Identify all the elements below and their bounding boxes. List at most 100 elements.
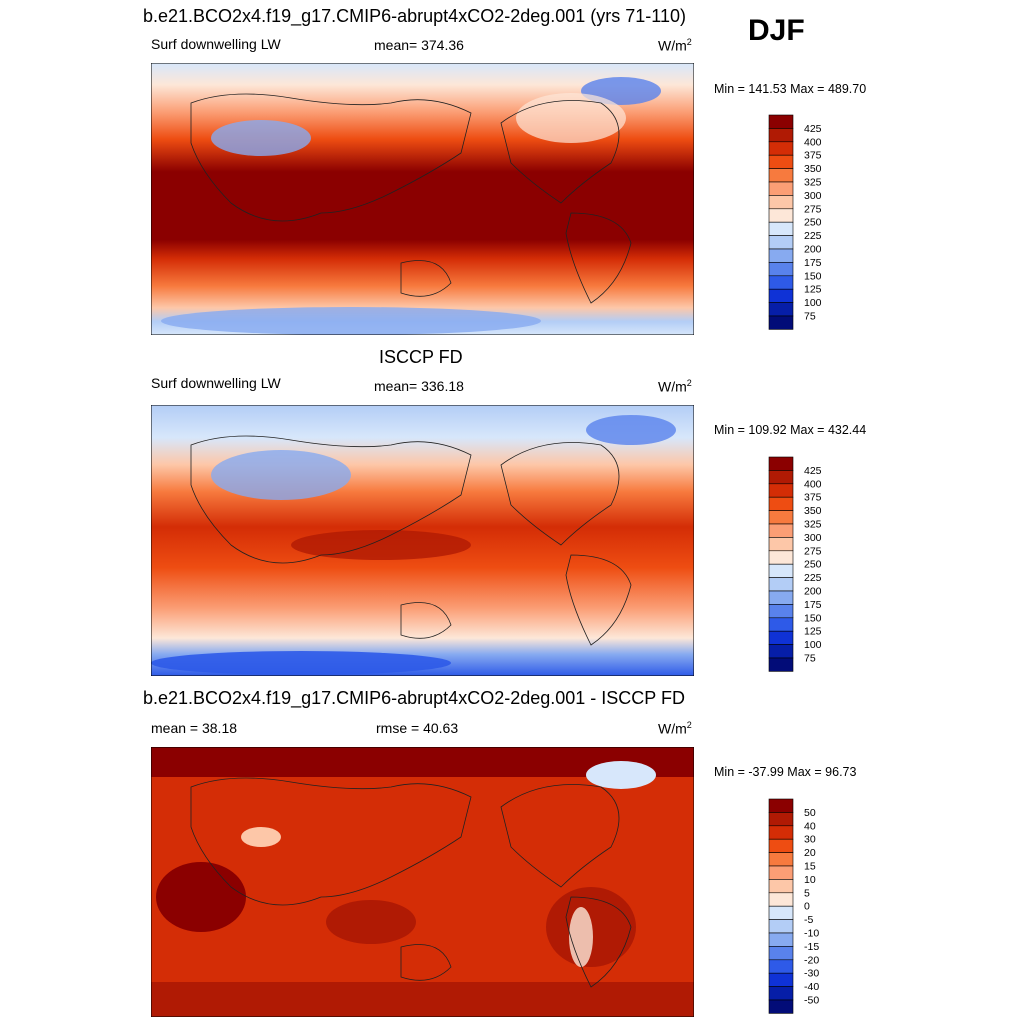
colorbar-tick-label: -15 — [804, 941, 819, 953]
colorbar-box — [768, 932, 794, 947]
colorbar-tick-label: 0 — [804, 901, 810, 913]
panel2-cold-antarctic — [151, 651, 451, 675]
panel2-title: ISCCP FD — [379, 347, 463, 367]
colorbar-box — [768, 315, 794, 330]
colorbar-box — [768, 195, 794, 210]
panel3-mean: mean = 38.18 — [151, 720, 238, 736]
panel1-title: b.e21.BCO2x4.f19_g17.CMIP6-abrupt4xCO2-2… — [143, 6, 686, 26]
colorbar-tick-label: 225 — [804, 572, 822, 584]
colorbar-box — [768, 470, 794, 485]
colorbar-tick-label: 20 — [804, 847, 816, 859]
colorbar-box — [768, 590, 794, 605]
colorbar-box — [768, 128, 794, 143]
colorbar-box — [768, 456, 794, 471]
colorbar-tick-label: 275 — [804, 545, 822, 557]
colorbar-box — [768, 644, 794, 659]
colorbar-box — [768, 825, 794, 840]
colorbar-box — [768, 892, 794, 907]
panel3-minmax: Min = -37.99 Max = 96.73 — [714, 765, 857, 779]
colorbar-box — [768, 235, 794, 250]
colorbar-box — [768, 114, 794, 129]
colorbar-box — [768, 248, 794, 263]
colorbar-box — [768, 208, 794, 223]
panel3-units: W/m2 — [658, 720, 692, 737]
colorbar-box — [768, 563, 794, 578]
colorbar-tick-label: 275 — [804, 203, 822, 215]
panel2-mean: mean= 336.18 — [374, 378, 464, 394]
panel2-minmax: Min = 109.92 Max = 432.44 — [714, 423, 867, 437]
colorbar-tick-label: 125 — [804, 284, 822, 296]
colorbar-box — [768, 798, 794, 813]
colorbar-tick-label: 200 — [804, 586, 822, 598]
colorbar-box — [768, 905, 794, 920]
colorbar-tick-label: 10 — [804, 874, 816, 886]
colorbar-box — [768, 852, 794, 867]
panel2-units: W/m2 — [658, 378, 692, 395]
colorbar-box — [768, 288, 794, 303]
colorbar-box — [768, 657, 794, 672]
panel2-variable: Surf downwelling LW — [151, 375, 281, 391]
colorbar-tick-label: 15 — [804, 861, 816, 873]
panel1-cold-siberia — [211, 120, 311, 156]
colorbar-box — [768, 972, 794, 987]
colorbar-box — [768, 141, 794, 156]
colorbar-box — [768, 523, 794, 538]
season-label: DJF — [748, 14, 805, 47]
colorbar-tick-label: 425 — [804, 123, 822, 135]
colorbar-box — [768, 865, 794, 880]
panel3-cool-andes — [569, 907, 593, 967]
panel1-cold-antarctic — [161, 307, 541, 335]
colorbar-box — [768, 168, 794, 183]
colorbar-tick-label: -5 — [804, 914, 813, 926]
colorbar-tick-label: 200 — [804, 244, 822, 256]
colorbar-box — [768, 838, 794, 853]
panel2-coastlines — [190, 435, 632, 646]
colorbar-box — [768, 986, 794, 1001]
colorbar-box — [768, 262, 794, 277]
colorbar-tick-label: 30 — [804, 834, 816, 846]
colorbar-tick-label: 5 — [804, 887, 810, 899]
colorbar-tick-label: -10 — [804, 928, 819, 940]
colorbar-tick-label: 50 — [804, 807, 816, 819]
colorbar-box — [768, 959, 794, 974]
panel2-cold-siberia — [211, 450, 351, 500]
panel1-mean: mean= 374.36 — [374, 37, 464, 53]
colorbar-tick-label: 125 — [804, 626, 822, 638]
panel3-title: b.e21.BCO2x4.f19_g17.CMIP6-abrupt4xCO2-2… — [143, 688, 685, 708]
panel3-warm-africa — [156, 862, 246, 932]
panel3-map — [151, 747, 694, 1017]
colorbar-tick-label: 375 — [804, 492, 822, 504]
panel1-minmax: Min = 141.53 Max = 489.70 — [714, 82, 867, 96]
colorbar-tick-label: 250 — [804, 217, 822, 229]
colorbar-tick-label: 100 — [804, 639, 822, 651]
colorbar-tick-label: 150 — [804, 612, 822, 624]
colorbar-tick-label: 300 — [804, 190, 822, 202]
panel3-warm-australia — [326, 900, 416, 944]
panel3-greenland-anomaly — [586, 761, 656, 789]
colorbar-box — [768, 812, 794, 827]
colorbar-tick-label: 425 — [804, 465, 822, 477]
panel1-coastlines — [190, 93, 632, 304]
panel1-cold-canada — [516, 93, 626, 143]
colorbar-box — [768, 550, 794, 565]
colorbar-box — [768, 302, 794, 317]
colorbar-tick-label: 325 — [804, 177, 822, 189]
colorbar-box — [768, 154, 794, 169]
colorbar-tick-label: 75 — [804, 311, 816, 323]
colorbar-box — [768, 537, 794, 552]
colorbar-box — [768, 221, 794, 236]
colorbar-tick-label: 40 — [804, 820, 816, 832]
colorbar-box — [768, 879, 794, 894]
panel3-coastlines — [190, 777, 632, 988]
colorbar-tick-label: 150 — [804, 270, 822, 282]
colorbar-tick-label: 300 — [804, 532, 822, 544]
colorbar-tick-label: -40 — [804, 981, 819, 993]
colorbar-tick-label: 225 — [804, 230, 822, 242]
panel1-variable: Surf downwelling LW — [151, 36, 281, 52]
panel3-cool-tibet — [241, 827, 281, 847]
colorbar-box — [768, 577, 794, 592]
panel2-map — [151, 405, 694, 676]
